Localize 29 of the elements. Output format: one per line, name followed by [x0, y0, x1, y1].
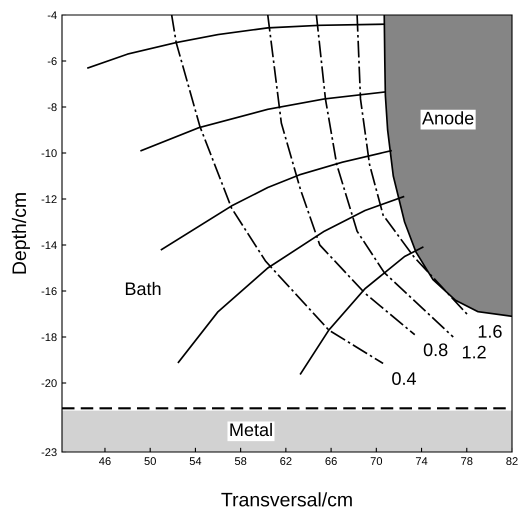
series-label: 0.4 — [392, 372, 416, 385]
y-tick-label: -4 — [48, 11, 57, 20]
y-tick-label: -14 — [42, 241, 57, 250]
x-tick-label: 58 — [234, 457, 246, 466]
y-tick-label: -8 — [48, 103, 57, 112]
y-tick-label: -18 — [42, 333, 57, 342]
x-tick-label: 62 — [280, 457, 292, 466]
x-axis-title: Transversal/cm — [221, 492, 352, 506]
y-tick-label: -10 — [42, 149, 57, 158]
series-label: 1.6 — [478, 325, 502, 338]
x-tick-label: 50 — [144, 457, 156, 466]
y-tick-label: -20 — [42, 379, 57, 388]
band-label: Metal — [230, 422, 272, 436]
series-label: 1.2 — [462, 346, 486, 358]
x-tick-label: 70 — [370, 457, 382, 466]
x-tick-label: 78 — [461, 457, 472, 466]
series-label: 0.8 — [424, 343, 448, 356]
x-tick-label: 66 — [325, 457, 337, 466]
x-tick-label: 74 — [416, 457, 428, 465]
annotation: Bath — [126, 282, 160, 296]
y-tick-label: -23 — [42, 448, 57, 456]
x-tick-label: 54 — [190, 457, 202, 466]
y-tick-label: -6 — [48, 57, 57, 66]
y-tick-label: -16 — [42, 287, 57, 296]
series-label: Anode — [422, 111, 474, 124]
y-axis-title: Depth/cm — [12, 193, 30, 274]
y-tick-label: -12 — [42, 195, 57, 204]
x-tick-label: 82 — [506, 457, 518, 466]
x-tick-label: 46 — [99, 457, 111, 466]
